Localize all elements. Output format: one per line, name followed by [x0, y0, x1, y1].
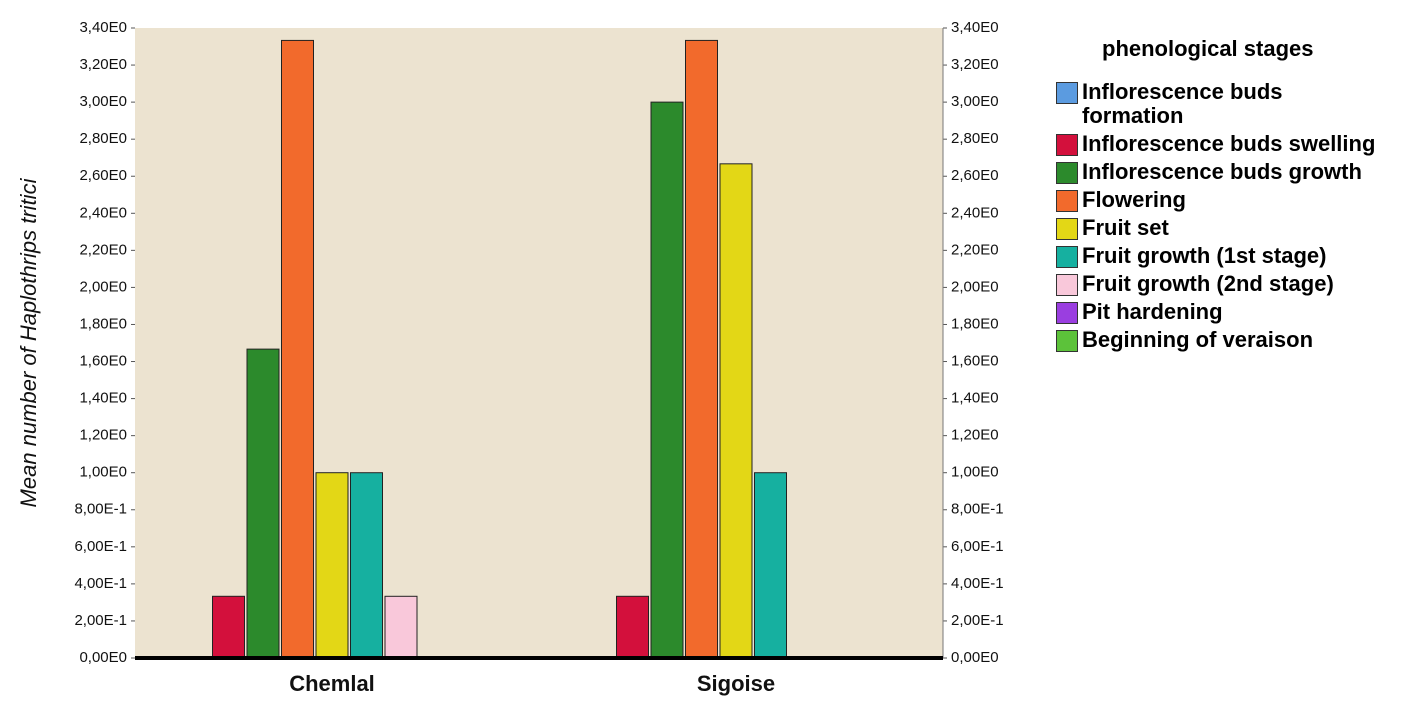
y-tick-label: 2,80E0	[79, 130, 127, 147]
legend-item: Inflorescence buds growth	[1056, 160, 1386, 184]
y-tick-label: 2,60E0	[79, 167, 127, 184]
y-tick-label: 2,20E0	[79, 241, 127, 258]
y2-tick-label: 8,00E-1	[951, 501, 1004, 518]
y2-tick-label: 2,00E0	[951, 278, 999, 295]
y2-tick-label: 2,00E-1	[951, 612, 1004, 629]
y2-tick-label: 2,20E0	[951, 241, 999, 258]
y-tick-label: 2,00E0	[79, 278, 127, 295]
y-axis-label: Mean number of Haplothrips tritici	[16, 177, 41, 507]
legend-label: Fruit growth (1st stage)	[1082, 243, 1327, 268]
y-tick-label: 3,40E0	[79, 19, 127, 36]
legend-item: Fruit growth (1st stage)	[1056, 244, 1386, 268]
y-tick-label: 3,00E0	[79, 93, 127, 110]
legend-label: Inflorescence buds growth	[1082, 159, 1362, 184]
bar	[384, 595, 418, 659]
legend-title: phenological stages	[1102, 36, 1314, 61]
legend-swatch	[1056, 162, 1078, 184]
legend-label: Fruit growth (2nd stage)	[1082, 271, 1334, 296]
bar	[754, 472, 787, 659]
y2-tick-label: 1,00E0	[951, 464, 999, 481]
y-tick-label: 0,00E0	[79, 649, 127, 666]
y-tick-label: 6,00E-1	[74, 538, 127, 555]
legend-swatch	[1056, 190, 1078, 212]
bar	[315, 472, 349, 659]
legend-item: Fruit growth (2nd stage)	[1056, 272, 1386, 296]
legend-label: Beginning of veraison	[1082, 327, 1314, 352]
y2-tick-label: 1,20E0	[951, 427, 999, 444]
y2-tick-label: 1,40E0	[951, 390, 999, 407]
y-tick-label: 4,00E-1	[74, 575, 127, 592]
y-tick-label: 1,40E0	[79, 390, 127, 407]
y-tick-label: 1,80E0	[79, 315, 127, 332]
y-tick-label: 1,60E0	[79, 352, 127, 369]
legend-swatch	[1056, 246, 1078, 268]
y2-tick-label: 3,00E0	[951, 93, 999, 110]
bar	[650, 101, 684, 659]
legend-item: Pit hardening	[1056, 300, 1386, 324]
bar	[350, 472, 383, 659]
legend-swatch	[1056, 302, 1078, 324]
bar	[616, 595, 649, 659]
y-tick-label: 1,00E0	[79, 464, 127, 481]
chart: Mean number of Haplothrips tritici 0,00E…	[16, 19, 1004, 696]
y-tick-label: 3,20E0	[79, 56, 127, 73]
legend-item: Inflorescence buds formation	[1056, 80, 1386, 128]
x-tick-label: Sigoise	[697, 671, 775, 696]
bar	[212, 595, 245, 659]
y2-tick-label: 6,00E-1	[951, 538, 1004, 555]
y-tick-label: 2,00E-1	[74, 612, 127, 629]
legend-swatch	[1056, 218, 1078, 240]
y-tick-label: 1,20E0	[79, 427, 127, 444]
legend-item: Flowering	[1056, 188, 1386, 212]
legend: phenological stages Inflorescence buds f…	[1056, 36, 1386, 356]
x-tick-label: Chemlal	[289, 671, 375, 696]
legend-item: Fruit set	[1056, 216, 1386, 240]
bar	[719, 163, 753, 659]
y2-tick-label: 1,80E0	[951, 315, 999, 332]
y2-tick-label: 4,00E-1	[951, 575, 1004, 592]
legend-item: Inflorescence buds swelling	[1056, 132, 1386, 156]
y2-tick-label: 2,80E0	[951, 130, 999, 147]
legend-item: Beginning of veraison	[1056, 328, 1386, 352]
legend-swatch	[1056, 274, 1078, 296]
y2-tick-label: 2,40E0	[951, 204, 999, 221]
legend-label: Inflorescence buds formation	[1082, 79, 1283, 128]
y2-tick-label: 3,40E0	[951, 19, 999, 36]
legend-label: Flowering	[1082, 187, 1186, 212]
legend-swatch	[1056, 82, 1078, 104]
y2-tick-label: 2,60E0	[951, 167, 999, 184]
y2-tick-label: 1,60E0	[951, 352, 999, 369]
legend-label: Pit hardening	[1082, 299, 1223, 324]
bar	[685, 39, 718, 659]
y2-tick-label: 3,20E0	[951, 56, 999, 73]
bar	[246, 348, 280, 659]
legend-swatch	[1056, 134, 1078, 156]
legend-swatch	[1056, 330, 1078, 352]
legend-label: Inflorescence buds swelling	[1082, 131, 1376, 156]
y2-tick-label: 0,00E0	[951, 649, 999, 666]
legend-label: Fruit set	[1082, 215, 1169, 240]
y-tick-label: 8,00E-1	[74, 501, 127, 518]
y-tick-label: 2,40E0	[79, 204, 127, 221]
bar	[281, 39, 314, 659]
